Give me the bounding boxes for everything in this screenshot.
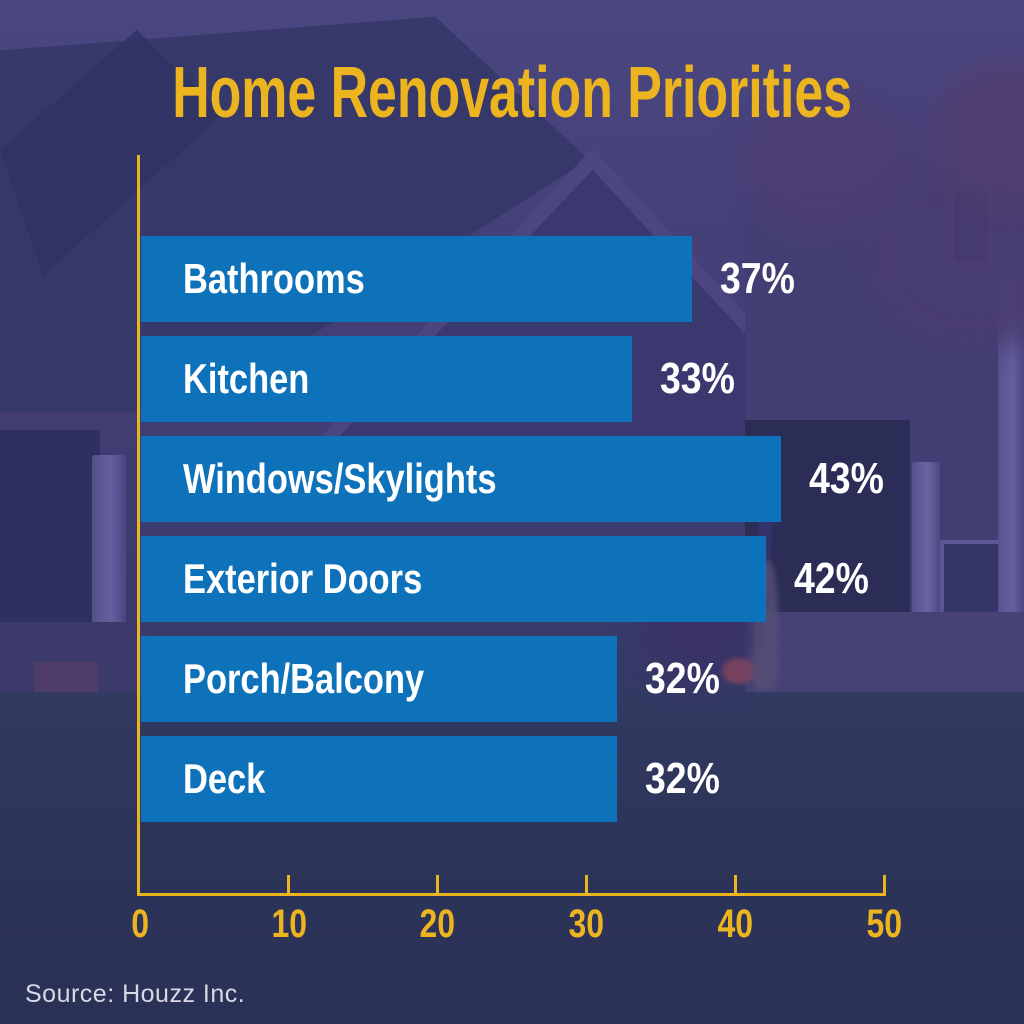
bar-category-label: Exterior Doors <box>183 555 423 602</box>
x-tick-label: 20 <box>393 902 483 947</box>
bar-value-label: 32% <box>645 754 720 803</box>
bg-pumpkin <box>722 658 756 684</box>
bar <box>141 436 781 522</box>
chart-title: Home Renovation Priorities <box>172 53 852 133</box>
bar-value-label: 37% <box>720 254 795 303</box>
x-tick-label-text: 40 <box>717 902 753 946</box>
bar <box>141 736 617 822</box>
x-tick-mark <box>287 875 291 893</box>
x-tick-label: 30 <box>541 902 631 947</box>
bar-row: Bathrooms 37% <box>141 236 1021 322</box>
bar-value-label: 42% <box>794 554 869 603</box>
x-tick-mark <box>733 875 737 893</box>
bar <box>141 636 617 722</box>
bar-row: Porch/Balcony 32% <box>141 636 1021 722</box>
bg-stone-base-right <box>745 612 1024 692</box>
x-tick-mark <box>882 875 886 893</box>
x-tick-label-text: 20 <box>419 902 456 946</box>
bar-category-label: Deck <box>183 755 266 802</box>
bar-category-label: Bathrooms <box>183 255 365 302</box>
bar-value-label: 33% <box>660 354 735 403</box>
bar <box>141 236 692 322</box>
y-axis-line <box>137 155 140 896</box>
bar-row: Deck 32% <box>141 736 1021 822</box>
bar-row: Windows/Skylights 43% <box>141 436 1021 522</box>
x-tick-label-text: 10 <box>270 902 307 946</box>
x-tick-label: 40 <box>690 902 780 947</box>
x-tick-label: 0 <box>95 902 185 947</box>
x-tick-mark <box>436 875 440 893</box>
bar-category-label: Windows/Skylights <box>183 455 497 502</box>
x-tick-mark <box>584 875 588 893</box>
bar-series: Bathrooms 37% Kitchen 33% Windows/Skylights 4… <box>141 236 1021 836</box>
x-tick-label: 50 <box>839 902 929 947</box>
x-tick-label-text: 30 <box>568 902 605 946</box>
bar-value-label: 32% <box>645 654 720 703</box>
x-tick-label-text: 0 <box>131 902 149 946</box>
x-axis-line <box>137 893 886 896</box>
bar-category-label: Porch/Balcony <box>183 655 425 702</box>
x-tick-label-text: 50 <box>866 902 902 946</box>
source-credit: Source: Houzz Inc. <box>25 980 246 1008</box>
x-tick-label: 10 <box>244 902 334 947</box>
bar-row: Exterior Doors 42% <box>141 536 1021 622</box>
bar-row: Kitchen 33% <box>141 336 1021 422</box>
bar-value-label: 43% <box>809 454 884 503</box>
bar <box>141 536 766 622</box>
bar-category-label: Kitchen <box>183 355 310 402</box>
bar <box>141 336 632 422</box>
